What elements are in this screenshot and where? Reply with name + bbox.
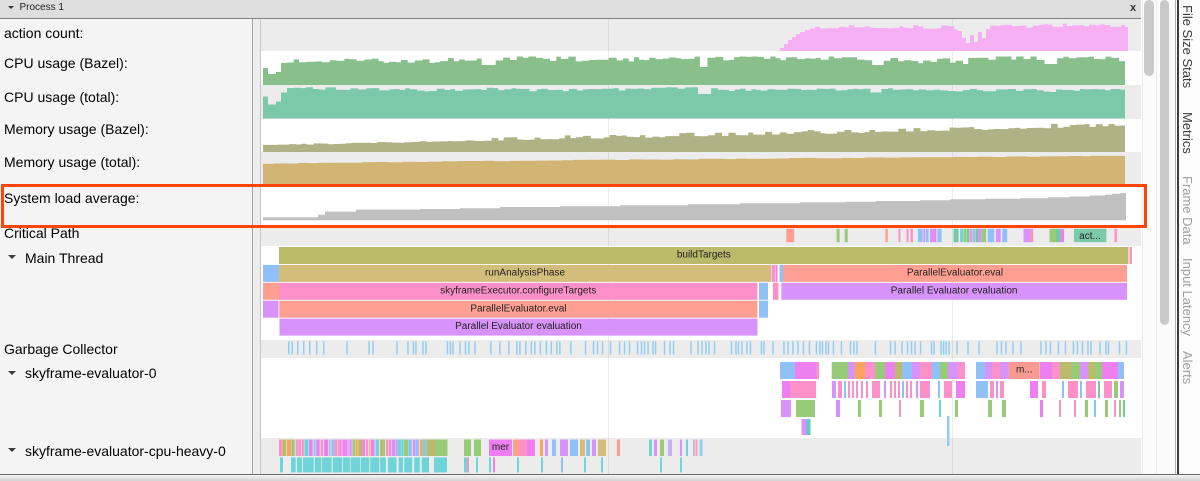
svg-text:ParallelEvaluator.eval: ParallelEvaluator.eval [907, 268, 1003, 279]
svg-text:Parallel Evaluator evaluation: Parallel Evaluator evaluation [891, 285, 1018, 296]
svg-text:mer: mer [492, 442, 510, 453]
svg-text:ParallelEvaluator.eval: ParallelEvaluator.eval [470, 303, 566, 314]
svg-text:Parallel Evaluator evaluation: Parallel Evaluator evaluation [455, 321, 582, 332]
svg-text:runAnalysisPhase: runAnalysisPhase [485, 268, 565, 279]
svg-text:buildTargets: buildTargets [677, 250, 731, 261]
svg-text:m...: m... [1016, 365, 1033, 376]
svg-text:act...: act... [1079, 231, 1101, 242]
svg-text:skyframeExecutor.configureTarg: skyframeExecutor.configureTargets [440, 285, 596, 296]
